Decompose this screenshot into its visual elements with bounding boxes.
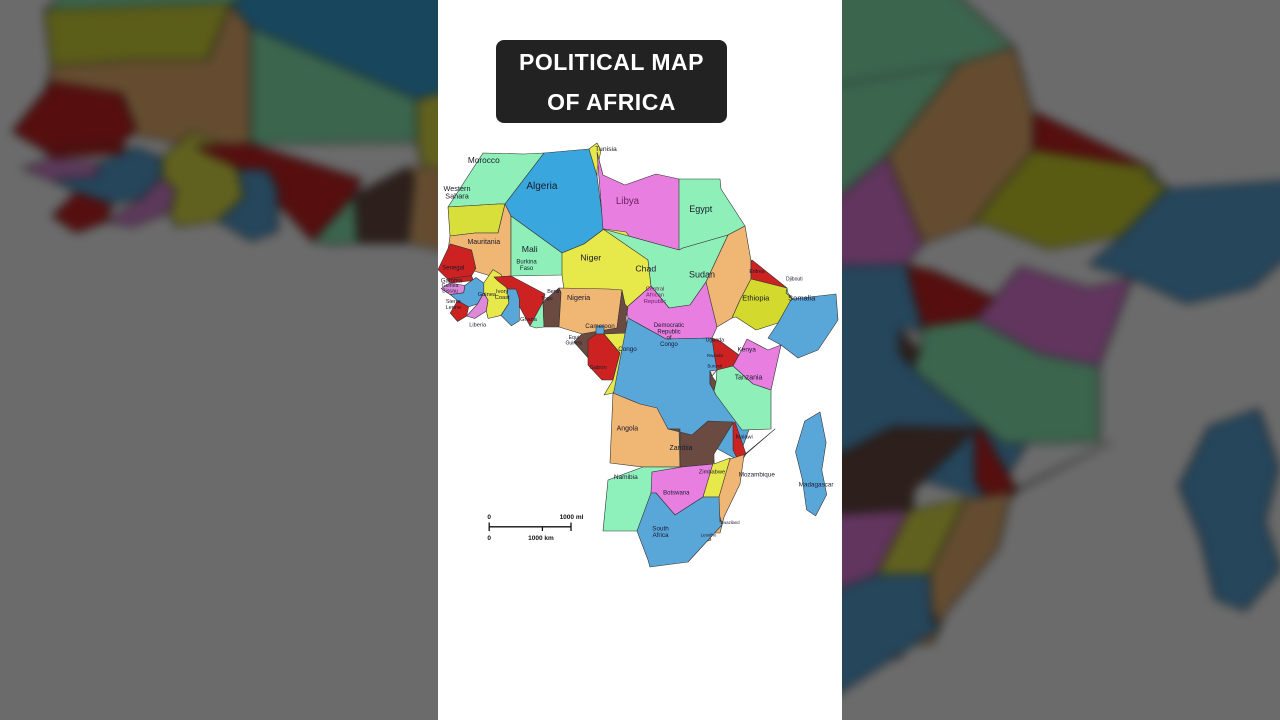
svg-text:Morocco: Morocco: [468, 155, 500, 165]
svg-text:Cameroon: Cameroon: [585, 323, 615, 330]
svg-text:Ghana: Ghana: [520, 317, 538, 323]
svg-text:Tanzania: Tanzania: [735, 375, 763, 382]
svg-text:Senegal: Senegal: [442, 266, 464, 272]
svg-text:Namibia: Namibia: [614, 474, 638, 481]
svg-text:Gabon: Gabon: [590, 365, 607, 371]
svg-text:Lesotho: Lesotho: [701, 533, 717, 538]
svg-text:Rwanda: Rwanda: [707, 353, 723, 358]
svg-text:Algeria: Algeria: [526, 181, 558, 192]
svg-text:Madagascar: Madagascar: [799, 482, 834, 489]
svg-text:Liberia: Liberia: [469, 322, 487, 328]
svg-text:Nigeria: Nigeria: [567, 293, 591, 302]
svg-text:Togo: Togo: [541, 296, 553, 302]
svg-text:Sudan: Sudan: [689, 270, 715, 280]
svg-text:Swaziland: Swaziland: [720, 520, 740, 525]
svg-text:Mauritania: Mauritania: [467, 239, 500, 246]
svg-text:0: 0: [487, 535, 491, 542]
svg-text:Ethiopia: Ethiopia: [742, 294, 770, 303]
svg-text:Mali: Mali: [522, 244, 538, 254]
svg-text:Egypt: Egypt: [689, 204, 713, 214]
svg-text:Angola: Angola: [617, 426, 639, 433]
svg-text:Zimbabwe: Zimbabwe: [699, 470, 725, 476]
svg-text:Niger: Niger: [580, 252, 601, 262]
svg-text:Congo: Congo: [618, 346, 637, 353]
svg-text:Uganda: Uganda: [706, 338, 725, 344]
svg-text:Eritrea: Eritrea: [749, 269, 764, 275]
svg-text:1000 km: 1000 km: [528, 535, 554, 542]
svg-text:Burundi: Burundi: [707, 363, 722, 368]
svg-text:0: 0: [487, 514, 491, 521]
svg-text:Tunisia: Tunisia: [595, 146, 617, 153]
svg-text:Somalia: Somalia: [788, 294, 816, 303]
svg-text:Libya: Libya: [616, 196, 640, 207]
svg-text:Zambia: Zambia: [670, 445, 693, 452]
svg-text:Djibouti: Djibouti: [786, 277, 803, 283]
svg-text:Benin: Benin: [547, 289, 561, 295]
svg-text:Mozambique: Mozambique: [739, 472, 776, 479]
svg-text:Malawi: Malawi: [736, 435, 753, 441]
svg-text:Chad: Chad: [635, 263, 656, 273]
svg-text:Botswana: Botswana: [663, 491, 690, 497]
svg-text:1000 ml: 1000 ml: [560, 514, 584, 521]
svg-text:Kenya: Kenya: [737, 346, 756, 353]
